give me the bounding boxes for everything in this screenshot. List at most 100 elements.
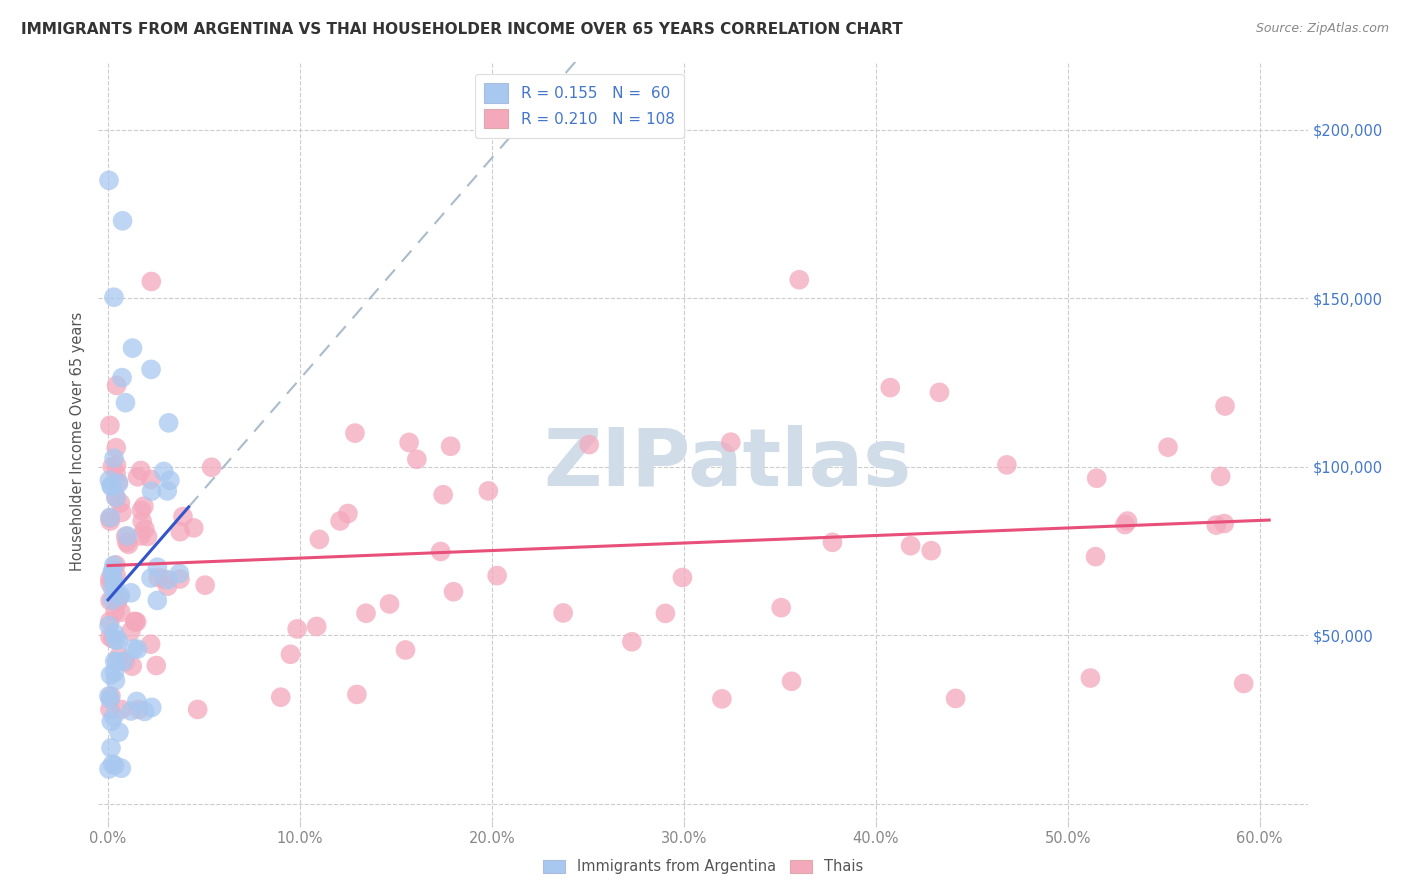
Point	[120, 704, 142, 718]
Point	[398, 435, 420, 450]
Point	[671, 570, 693, 584]
Point	[169, 572, 191, 586]
Point	[127, 470, 149, 484]
Point	[103, 451, 125, 466]
Point	[139, 472, 162, 486]
Point	[107, 476, 129, 491]
Point	[104, 673, 127, 688]
Point	[100, 668, 122, 682]
Point	[105, 568, 128, 582]
Point	[120, 624, 142, 639]
Point	[770, 600, 793, 615]
Point	[1157, 440, 1180, 454]
Point	[98, 473, 121, 487]
Point	[104, 654, 127, 668]
Point	[110, 605, 132, 619]
Point	[1080, 671, 1102, 685]
Point	[432, 488, 454, 502]
Point	[98, 689, 121, 703]
Point	[920, 543, 942, 558]
Point	[125, 615, 148, 629]
Point	[103, 573, 125, 587]
Point	[132, 499, 155, 513]
Point	[98, 615, 121, 629]
Point	[117, 537, 139, 551]
Y-axis label: Householder Income Over 65 years: Householder Income Over 65 years	[70, 312, 86, 571]
Point	[100, 479, 122, 493]
Legend: R = 0.155   N =  60, R = 0.210   N = 108: R = 0.155 N = 60, R = 0.210 N = 108	[475, 74, 683, 137]
Point	[1233, 676, 1256, 690]
Text: ZIPatlas: ZIPatlas	[543, 425, 911, 503]
Point	[945, 691, 967, 706]
Point	[115, 535, 138, 549]
Point	[108, 590, 131, 604]
Point	[114, 529, 136, 543]
Point	[146, 570, 169, 584]
Point	[98, 593, 121, 607]
Point	[114, 395, 136, 409]
Point	[105, 595, 128, 609]
Point	[821, 535, 844, 549]
Point	[128, 702, 150, 716]
Point	[101, 566, 124, 581]
Point	[146, 593, 169, 607]
Point	[114, 655, 136, 669]
Point	[111, 505, 134, 519]
Point	[127, 642, 149, 657]
Point	[187, 702, 209, 716]
Point	[103, 558, 125, 573]
Point	[108, 725, 131, 739]
Point	[104, 605, 127, 619]
Point	[346, 688, 368, 702]
Point	[111, 214, 134, 228]
Point	[343, 426, 366, 441]
Point	[129, 463, 152, 477]
Point	[110, 589, 132, 603]
Point	[98, 702, 121, 716]
Point	[101, 565, 124, 579]
Point	[110, 496, 132, 510]
Point	[720, 435, 742, 450]
Point	[105, 491, 128, 505]
Point	[101, 581, 124, 595]
Point	[98, 418, 121, 433]
Point	[308, 533, 330, 547]
Point	[1085, 471, 1108, 485]
Point	[270, 690, 292, 705]
Point	[654, 607, 676, 621]
Text: Source: ZipAtlas.com: Source: ZipAtlas.com	[1256, 22, 1389, 36]
Point	[900, 539, 922, 553]
Point	[100, 714, 122, 729]
Point	[121, 341, 143, 355]
Point	[141, 275, 163, 289]
Point	[110, 702, 132, 716]
Point	[153, 572, 176, 586]
Point	[879, 381, 901, 395]
Point	[101, 459, 124, 474]
Point	[98, 618, 121, 632]
Point	[194, 578, 217, 592]
Point	[125, 694, 148, 708]
Point	[486, 568, 509, 582]
Point	[98, 576, 121, 591]
Point	[100, 689, 122, 703]
Point	[103, 626, 125, 640]
Text: IMMIGRANTS FROM ARGENTINA VS THAI HOUSEHOLDER INCOME OVER 65 YEARS CORRELATION C: IMMIGRANTS FROM ARGENTINA VS THAI HOUSEH…	[21, 22, 903, 37]
Point	[107, 633, 129, 648]
Point	[378, 597, 401, 611]
Point	[108, 648, 131, 663]
Point	[103, 290, 125, 304]
Point	[104, 579, 127, 593]
Point	[105, 441, 128, 455]
Point	[124, 615, 146, 629]
Point	[146, 560, 169, 574]
Point	[169, 566, 191, 581]
Point	[280, 648, 302, 662]
Point	[120, 586, 142, 600]
Point	[780, 674, 803, 689]
Point	[394, 643, 416, 657]
Point	[105, 655, 128, 669]
Point	[98, 692, 121, 706]
Point	[122, 641, 145, 656]
Point	[139, 571, 162, 585]
